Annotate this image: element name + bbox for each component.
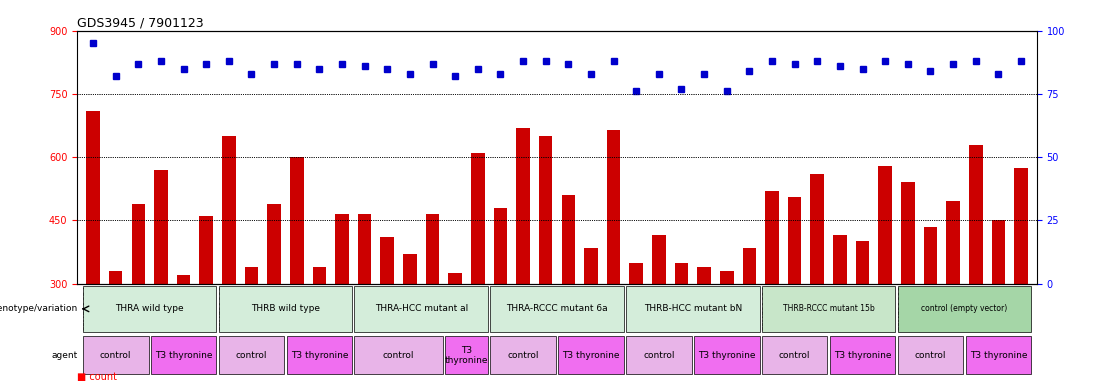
Text: THRB wild type: THRB wild type <box>250 305 320 313</box>
Bar <box>630 263 643 284</box>
FancyBboxPatch shape <box>445 336 488 374</box>
Text: GDS3945 / 7901123: GDS3945 / 7901123 <box>77 17 204 30</box>
FancyBboxPatch shape <box>762 336 827 374</box>
Bar <box>765 191 779 284</box>
Bar <box>200 216 213 284</box>
FancyBboxPatch shape <box>490 286 624 332</box>
Bar <box>585 248 598 284</box>
Text: THRA wild type: THRA wild type <box>116 305 184 313</box>
Bar <box>290 157 303 284</box>
Bar <box>788 197 802 284</box>
FancyBboxPatch shape <box>898 336 963 374</box>
Bar <box>878 166 892 284</box>
Text: T3
thyronine: T3 thyronine <box>445 346 489 365</box>
Bar <box>516 127 529 284</box>
FancyBboxPatch shape <box>965 336 1031 374</box>
FancyBboxPatch shape <box>218 336 285 374</box>
Bar <box>811 174 824 284</box>
Text: T3 thyronine: T3 thyronine <box>290 351 349 360</box>
Text: control: control <box>236 351 267 360</box>
Bar <box>357 214 372 284</box>
Bar <box>561 195 575 284</box>
Text: control: control <box>643 351 675 360</box>
Text: T3 thyronine: T3 thyronine <box>154 351 213 360</box>
Bar <box>222 136 236 284</box>
Text: control (empty vector): control (empty vector) <box>921 305 1007 313</box>
Bar <box>154 170 168 284</box>
Bar <box>968 144 983 284</box>
Bar <box>494 208 507 284</box>
Text: T3 thyronine: T3 thyronine <box>970 351 1027 360</box>
FancyBboxPatch shape <box>627 336 692 374</box>
FancyBboxPatch shape <box>558 336 624 374</box>
Bar <box>607 130 620 284</box>
Bar <box>471 153 484 284</box>
Text: control: control <box>383 351 415 360</box>
Bar <box>131 204 146 284</box>
FancyBboxPatch shape <box>151 336 216 374</box>
Text: genotype/variation: genotype/variation <box>0 305 77 313</box>
Bar <box>449 273 462 284</box>
FancyBboxPatch shape <box>354 336 442 374</box>
Bar <box>901 182 914 284</box>
FancyBboxPatch shape <box>354 286 488 332</box>
Text: THRA-RCCC mutant 6a: THRA-RCCC mutant 6a <box>506 305 608 313</box>
Bar <box>335 214 349 284</box>
FancyBboxPatch shape <box>287 336 352 374</box>
Bar <box>856 242 869 284</box>
Text: THRB-HCC mutant bN: THRB-HCC mutant bN <box>644 305 742 313</box>
Bar <box>720 271 733 284</box>
FancyBboxPatch shape <box>627 286 760 332</box>
Bar <box>176 275 191 284</box>
Bar <box>426 214 439 284</box>
Text: control: control <box>914 351 946 360</box>
FancyBboxPatch shape <box>83 336 149 374</box>
Bar <box>245 267 258 284</box>
Bar <box>539 136 553 284</box>
FancyBboxPatch shape <box>829 336 896 374</box>
Text: control: control <box>100 351 131 360</box>
FancyBboxPatch shape <box>490 336 556 374</box>
Bar <box>1014 168 1028 284</box>
Text: control: control <box>779 351 811 360</box>
Bar <box>312 267 326 284</box>
Text: ■ count: ■ count <box>77 372 117 382</box>
Bar <box>381 237 394 284</box>
Text: T3 thyronine: T3 thyronine <box>698 351 756 360</box>
Bar <box>675 263 688 284</box>
Bar <box>742 248 757 284</box>
Bar <box>86 111 100 284</box>
Bar <box>403 254 417 284</box>
Text: agent: agent <box>52 351 77 360</box>
FancyBboxPatch shape <box>762 286 896 332</box>
Bar <box>992 220 1005 284</box>
Text: THRB-RCCC mutant 15b: THRB-RCCC mutant 15b <box>783 305 875 313</box>
FancyBboxPatch shape <box>898 286 1031 332</box>
FancyBboxPatch shape <box>83 286 216 332</box>
Bar <box>109 271 122 284</box>
Bar <box>697 267 711 284</box>
Bar <box>267 204 281 284</box>
Bar <box>923 227 938 284</box>
Bar <box>833 235 847 284</box>
FancyBboxPatch shape <box>694 336 760 374</box>
Text: T3 thyronine: T3 thyronine <box>834 351 891 360</box>
Bar <box>946 202 960 284</box>
Text: THRA-HCC mutant al: THRA-HCC mutant al <box>375 305 468 313</box>
Text: control: control <box>507 351 539 360</box>
FancyBboxPatch shape <box>218 286 352 332</box>
Bar <box>652 235 665 284</box>
Text: T3 thyronine: T3 thyronine <box>563 351 620 360</box>
